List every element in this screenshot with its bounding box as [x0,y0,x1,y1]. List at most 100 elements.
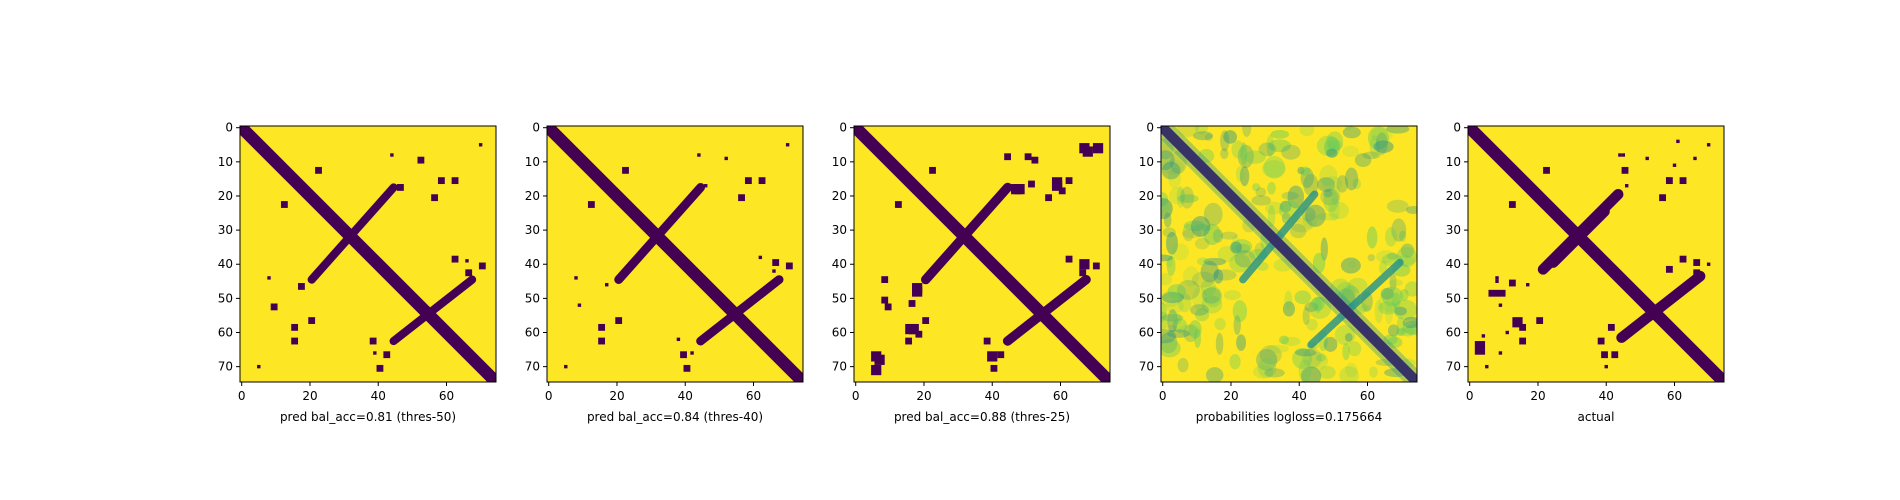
axes-frame [1160,125,1418,383]
contact-cell [1051,180,1063,191]
probability-blob [1161,192,1169,207]
contact-cell [1495,279,1499,284]
probability-blob [1386,126,1410,134]
probability-blob [1386,199,1409,213]
probability-blob [1402,316,1417,329]
y-tick-label: 70 [525,360,540,374]
probability-blob [1281,144,1301,160]
contact-cell [1092,143,1104,154]
x-tick-label: 60 [1053,389,1068,403]
probability-blob [1298,359,1312,382]
contact-cell [871,351,882,362]
probability-blob [1391,292,1401,309]
contact-cell [1024,153,1032,161]
probability-blob [1201,295,1223,314]
probability-blob [1314,296,1322,314]
probability-blob [1168,167,1182,189]
probability-blob [1230,241,1242,254]
probability-blob [1270,129,1289,139]
probability-blob [1191,271,1215,288]
probability-blob [1162,159,1185,175]
contact-cell [1679,177,1687,185]
probability-blob [1161,199,1170,214]
contact-cell [383,351,391,359]
contact-cell [1706,262,1711,266]
probability-blob [1177,280,1200,300]
contact-cell [912,286,923,297]
probability-blob [1198,148,1215,163]
contact-cell [908,323,919,335]
contact-cell [1543,166,1550,174]
heatmap-cells [1468,126,1724,382]
x-tick-label: 20 [609,389,624,403]
probability-blob [1204,286,1223,308]
probability-blob [1369,135,1380,159]
contact-cell [1028,180,1035,188]
probability-blob [1315,213,1339,221]
contact-cell [884,303,892,311]
probability-blob [1299,126,1315,137]
main-diagonal [547,126,803,382]
contact-block [1474,341,1486,355]
contact-cell [1065,255,1073,263]
probability-blob [1203,223,1222,246]
contact-cell [598,323,606,331]
probability-blob [1239,166,1250,187]
x-tick-label: 40 [985,389,1000,403]
contact-cell [1536,317,1544,324]
contact-cell [1625,184,1629,188]
contact-cell [1526,283,1530,287]
probability-blob [1166,255,1176,277]
probability-blob [1369,366,1378,378]
probability-blob [1324,136,1341,158]
x-tick-label: 40 [678,389,693,403]
contact-cell [1607,323,1615,331]
x-tick-label: 40 [1599,389,1614,403]
contact-cell [605,283,609,287]
contact-cell [1706,143,1711,147]
probability-blob [1252,364,1274,379]
probability-blob [1302,213,1318,229]
probability-blob [1278,335,1289,345]
probability-blob [1307,352,1329,370]
axes-frame [546,125,804,383]
probability-blob [1194,126,1209,135]
probability-blob [1167,324,1177,332]
probability-blob [1400,326,1415,337]
probability-blob [1321,176,1343,191]
contact-cell [1645,156,1649,161]
probability-blob [1410,316,1417,327]
probability-blob [1203,202,1223,226]
contact-cell [315,166,322,174]
probability-blob [1161,150,1175,171]
contact-cell [1004,153,1012,161]
contact-cell [291,323,299,331]
y-tick-label: 60 [832,326,847,340]
y-tick-label: 50 [218,291,233,305]
contact-cell [397,184,404,191]
probability-blob [1243,150,1266,164]
probability-blob [1302,348,1322,369]
probability-blob [1300,366,1322,382]
contact-cell [1519,337,1527,345]
probability-blob [1289,223,1307,239]
x-tick-label: 0 [1466,389,1474,403]
contact-cell [1693,259,1701,266]
probability-blob [1168,187,1186,205]
antidiagonal-arm [614,183,705,284]
probability-blob [1404,324,1417,336]
probability-blob [1161,301,1167,323]
x-tick-label: 0 [852,389,860,403]
y-tick-label: 10 [525,155,540,169]
probability-blob [1378,289,1399,312]
probability-blob [1161,332,1178,354]
probability-blob [1180,186,1195,209]
contact-cell [929,166,936,174]
contact-cell [298,283,305,290]
probability-blob [1172,318,1188,333]
contact-cell [1508,201,1516,208]
probability-blob [1205,367,1224,382]
probability-blob [1236,334,1247,351]
contact-cell [478,143,483,147]
probability-blob [1183,324,1198,343]
